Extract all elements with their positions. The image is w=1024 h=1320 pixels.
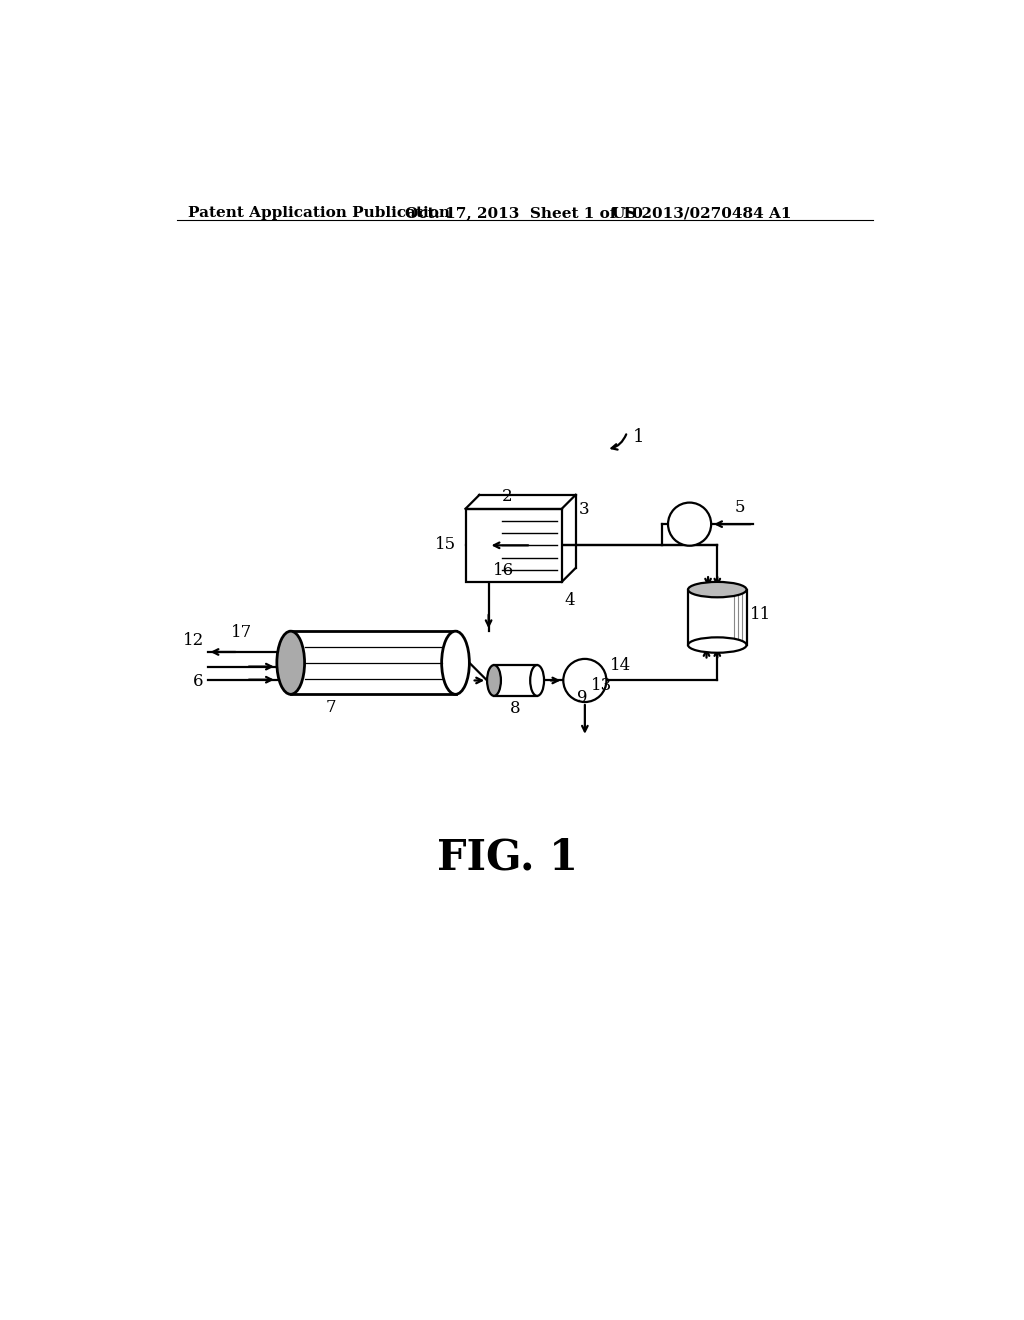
- Text: 16: 16: [493, 562, 514, 579]
- Text: 14: 14: [610, 657, 632, 675]
- Ellipse shape: [487, 665, 501, 696]
- Text: 4: 4: [565, 591, 575, 609]
- Text: 11: 11: [751, 606, 772, 623]
- Bar: [291, 631, 457, 694]
- Text: 13: 13: [591, 677, 612, 693]
- Bar: [466, 508, 562, 582]
- Circle shape: [668, 503, 711, 545]
- Text: 1: 1: [633, 428, 644, 446]
- Ellipse shape: [688, 638, 746, 653]
- Text: 6: 6: [194, 673, 204, 690]
- Bar: [494, 665, 538, 696]
- Text: 3: 3: [579, 502, 590, 517]
- Text: 2: 2: [502, 488, 513, 506]
- Ellipse shape: [688, 582, 746, 598]
- Text: 5: 5: [734, 499, 744, 516]
- Text: 12: 12: [182, 632, 204, 649]
- Text: 9: 9: [578, 689, 588, 706]
- Text: 17: 17: [230, 624, 252, 642]
- Text: Patent Application Publication: Patent Application Publication: [188, 206, 451, 220]
- Ellipse shape: [530, 665, 544, 696]
- Text: FIG. 1: FIG. 1: [437, 836, 579, 878]
- Text: 7: 7: [326, 700, 336, 715]
- Ellipse shape: [276, 631, 304, 694]
- Text: US 2013/0270484 A1: US 2013/0270484 A1: [611, 206, 792, 220]
- Ellipse shape: [441, 631, 469, 694]
- Circle shape: [563, 659, 606, 702]
- Text: Oct. 17, 2013  Sheet 1 of 10: Oct. 17, 2013 Sheet 1 of 10: [406, 206, 643, 220]
- Text: 8: 8: [509, 700, 520, 717]
- Bar: [688, 590, 746, 645]
- Text: 15: 15: [435, 536, 456, 553]
